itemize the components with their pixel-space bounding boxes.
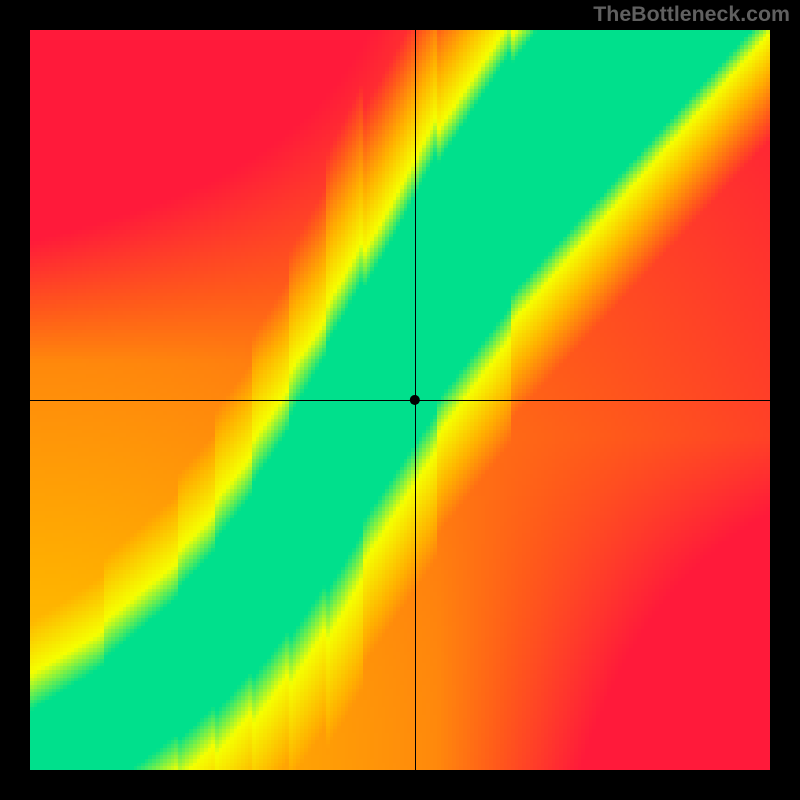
attribution-text: TheBottleneck.com [593, 2, 790, 27]
bottleneck-heatmap-canvas [0, 0, 800, 800]
chart-container: TheBottleneck.com [0, 0, 800, 800]
